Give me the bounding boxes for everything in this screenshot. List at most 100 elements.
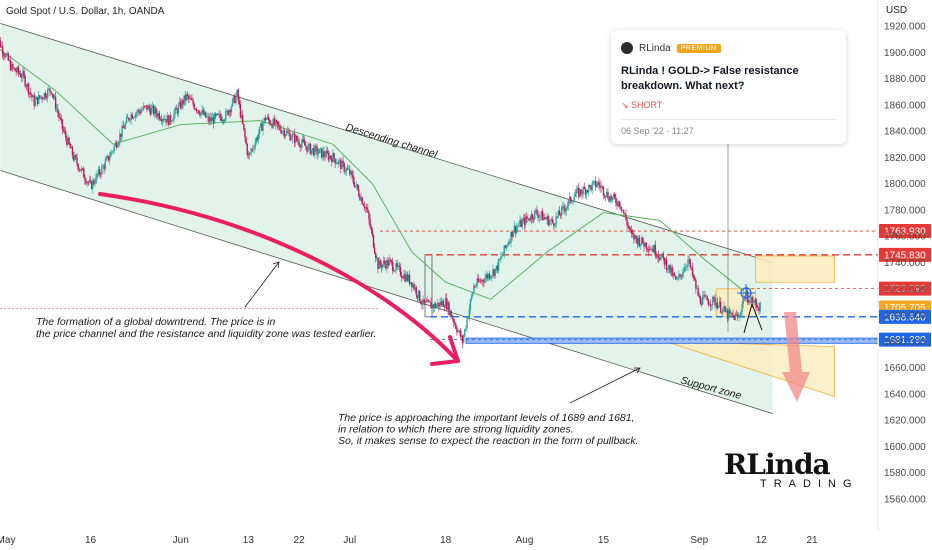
time-axis[interactable]: May 16 Jun 13 22 Jul 18 Aug 15 Sep 12 21 bbox=[0, 530, 932, 550]
candle-body bbox=[695, 280, 697, 289]
candle bbox=[202, 106, 204, 116]
candle bbox=[166, 111, 168, 123]
candle bbox=[318, 148, 321, 154]
candle-body bbox=[271, 124, 273, 128]
y-tick-1700: 1700.000 bbox=[884, 311, 926, 322]
y-tick-1620: 1620.000 bbox=[884, 416, 926, 427]
candle-body bbox=[307, 145, 309, 152]
x-tick-15: 15 bbox=[598, 535, 610, 546]
candle bbox=[510, 230, 512, 248]
candle bbox=[444, 293, 447, 308]
candle bbox=[289, 129, 291, 142]
candle-body bbox=[122, 125, 124, 129]
candle-body bbox=[547, 216, 549, 226]
candle-body bbox=[94, 182, 96, 184]
candle-body bbox=[34, 99, 37, 106]
candle-body bbox=[625, 214, 627, 220]
candle bbox=[657, 250, 660, 263]
candle-body bbox=[672, 273, 675, 276]
candle-body bbox=[479, 280, 482, 282]
candle-body bbox=[576, 188, 579, 190]
candle-body bbox=[182, 100, 184, 105]
candle bbox=[549, 218, 552, 226]
candle-body bbox=[279, 125, 281, 130]
candle bbox=[331, 154, 333, 167]
candle-body bbox=[180, 101, 182, 109]
candle-body bbox=[616, 203, 618, 206]
price-label-text: 1745.830 bbox=[884, 250, 926, 261]
candle bbox=[547, 214, 549, 227]
candle bbox=[552, 216, 554, 224]
candle-body bbox=[274, 119, 277, 125]
y-tick-1600: 1600.000 bbox=[884, 442, 926, 453]
candle-body bbox=[362, 204, 365, 206]
candle-body bbox=[156, 113, 158, 117]
candle-body bbox=[351, 171, 353, 176]
note1-line: the price channel and the resistance and… bbox=[36, 328, 376, 340]
candle bbox=[528, 218, 530, 221]
candle-body bbox=[741, 304, 743, 313]
price-axis[interactable]: 1763.930 1745.830 1720.090 1705.7051698.640… bbox=[877, 0, 932, 550]
candle bbox=[9, 55, 12, 72]
candle-body bbox=[110, 152, 112, 158]
candle bbox=[389, 257, 392, 264]
candle-body bbox=[207, 116, 209, 117]
candle bbox=[397, 263, 399, 270]
candle bbox=[394, 269, 396, 273]
candle-body bbox=[230, 106, 233, 113]
candle bbox=[204, 111, 207, 118]
candle-body bbox=[357, 184, 359, 190]
candle bbox=[325, 145, 327, 158]
candle bbox=[134, 111, 137, 122]
candle bbox=[114, 140, 117, 147]
candle-body bbox=[194, 108, 197, 110]
candle-body bbox=[104, 160, 106, 170]
candle-body bbox=[280, 129, 282, 134]
candle bbox=[231, 97, 234, 108]
candle-body bbox=[412, 284, 414, 288]
candle bbox=[19, 70, 22, 78]
candle-body bbox=[652, 248, 654, 253]
candle-body bbox=[282, 130, 285, 132]
candle bbox=[540, 210, 543, 220]
candle-body bbox=[8, 60, 11, 62]
candle-body bbox=[438, 302, 440, 307]
candle-body bbox=[753, 299, 756, 302]
price-label-1698.640: 1698.640 bbox=[879, 309, 931, 324]
candle bbox=[545, 217, 547, 220]
candle-body bbox=[488, 274, 491, 279]
candle-body bbox=[267, 116, 270, 120]
y-tick-1780: 1780.000 bbox=[884, 205, 926, 216]
candle bbox=[590, 185, 592, 192]
candle-body bbox=[599, 184, 601, 188]
candle bbox=[23, 67, 25, 79]
candle-body bbox=[318, 148, 321, 154]
idea-title[interactable]: RLinda ! GOLD-> False resistance breakdo… bbox=[621, 65, 799, 92]
candle-body bbox=[557, 210, 560, 217]
candle-body bbox=[219, 113, 221, 118]
candle bbox=[221, 115, 224, 125]
candle bbox=[536, 205, 538, 216]
x-tick-Jul: Jul bbox=[343, 535, 356, 546]
candle-body bbox=[183, 95, 185, 105]
candle-body bbox=[234, 95, 236, 104]
candle-body bbox=[701, 296, 704, 305]
candle-body bbox=[15, 70, 17, 73]
candle bbox=[732, 309, 734, 319]
candle bbox=[111, 150, 113, 155]
idea-card[interactable]: RLinda PREMIUM RLinda ! GOLD-> False res… bbox=[611, 30, 846, 144]
author-name[interactable]: RLinda bbox=[639, 42, 671, 54]
candle bbox=[756, 298, 758, 312]
candle-body bbox=[35, 96, 38, 100]
candle-body bbox=[289, 133, 291, 141]
candle bbox=[15, 67, 17, 76]
candle-body bbox=[352, 175, 354, 182]
candle bbox=[504, 244, 507, 249]
candle-body bbox=[40, 97, 42, 98]
candle bbox=[669, 264, 671, 275]
candle-body bbox=[270, 123, 272, 125]
candle bbox=[361, 196, 363, 205]
candle-body bbox=[629, 229, 632, 230]
candle bbox=[217, 113, 219, 116]
